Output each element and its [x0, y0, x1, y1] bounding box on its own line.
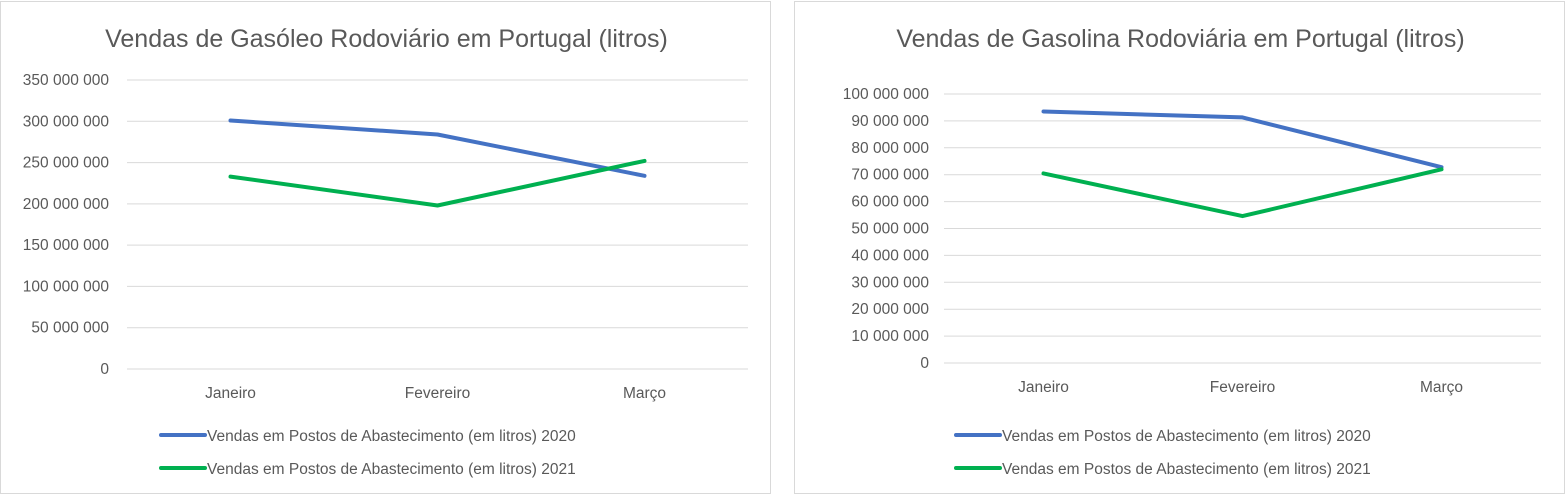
chart-panel-diesel: Vendas de Gasóleo Rodoviário em Portugal… [0, 1, 771, 494]
y-tick-label: 250 000 000 [23, 155, 110, 172]
y-tick-label: 50 000 000 [851, 221, 929, 238]
y-tick-label: 100 000 000 [843, 86, 930, 103]
y-tick-label: 90 000 000 [851, 113, 929, 130]
y-tick-label: 20 000 000 [851, 301, 929, 318]
chart-panel-gasoline: Vendas de Gasolina Rodoviária em Portuga… [794, 1, 1565, 494]
legend-label: Vendas em Postos de Abastecimento (em li… [1002, 461, 1371, 478]
x-tick-label: Março [623, 385, 666, 402]
y-tick-label: 350 000 000 [23, 72, 110, 89]
series-line-1 [1041, 109, 1444, 170]
x-tick-label: Fevereiro [405, 385, 470, 402]
y-tick-label: 30 000 000 [851, 274, 929, 291]
y-tick-label: 200 000 000 [23, 196, 110, 213]
y-tick-label: 70 000 000 [851, 167, 929, 184]
series-line-1 [228, 118, 647, 178]
y-tick-label: 100 000 000 [23, 278, 110, 295]
y-tick-label: 60 000 000 [851, 194, 929, 211]
y-tick-label: 0 [100, 361, 109, 378]
legend-label: Vendas em Postos de Abastecimento (em li… [1002, 428, 1371, 445]
series-line-2 [228, 158, 647, 208]
x-tick-label: Março [1420, 379, 1463, 396]
chart-title: Vendas de Gasóleo Rodoviário em Portugal… [105, 25, 668, 53]
x-tick-label: Fevereiro [1210, 379, 1275, 396]
y-tick-label: 150 000 000 [23, 237, 110, 254]
chart-diesel: Vendas de Gasóleo Rodoviário em Portugal… [23, 25, 748, 478]
y-tick-label: 80 000 000 [851, 140, 929, 157]
y-tick-label: 0 [920, 355, 929, 372]
x-tick-label: Janeiro [1018, 379, 1069, 396]
y-tick-label: 300 000 000 [23, 113, 110, 130]
legend-label: Vendas em Postos de Abastecimento (em li… [207, 461, 576, 478]
chart-title: Vendas de Gasolina Rodoviária em Portuga… [896, 25, 1464, 53]
legend-label: Vendas em Postos de Abastecimento (em li… [207, 428, 576, 445]
chart-gasoline: Vendas de Gasolina Rodoviária em Portuga… [843, 25, 1541, 478]
y-tick-label: 50 000 000 [31, 320, 109, 337]
x-tick-label: Janeiro [205, 385, 256, 402]
y-tick-label: 40 000 000 [851, 247, 929, 264]
series-line-2 [1041, 167, 1444, 219]
y-tick-label: 10 000 000 [851, 328, 929, 345]
